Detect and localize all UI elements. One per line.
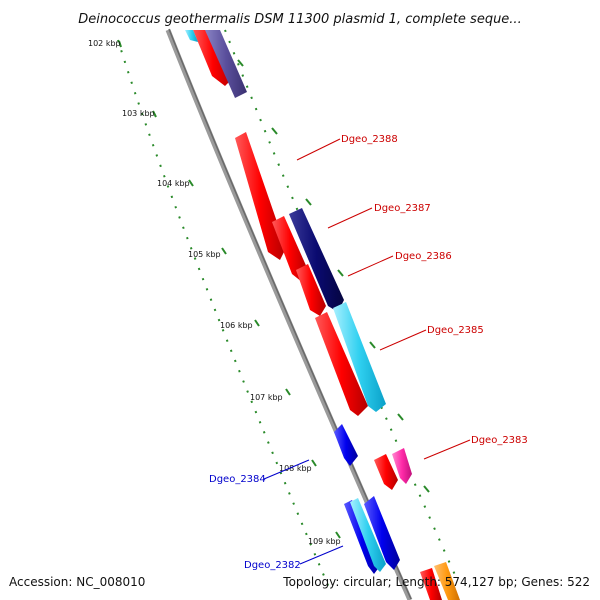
gene-feature [185,30,198,42]
gene-label: Dgeo_2384 [209,474,266,485]
scale-tick-label: 107 kbp [250,393,283,402]
gene-feature [272,216,308,282]
scale-tick-marks [118,40,341,539]
gene-feature [315,312,368,416]
gene-label: Dgeo_2385 [427,325,484,336]
forward-strand-genes [185,30,460,600]
gene-feature [289,208,344,312]
topology-summary: Topology: circular; Length: 574,127 bp; … [282,575,590,589]
gene-label: Dgeo_2386 [395,251,452,262]
gene-feature [296,264,326,316]
scale-tick [188,179,194,187]
map-title: Deinococcus geothermalis DSM 11300 plasm… [78,12,521,27]
scale-tick [254,319,260,327]
gene-feature [333,302,386,412]
scale-tick-label: 106 kbp [220,321,253,330]
gene-feature [235,132,286,260]
scale-tick-label: 109 kbp [308,537,341,546]
gene-feature [193,30,233,86]
scale-tick-label: 105 kbp [188,250,221,259]
gene-labels: Dgeo_2388 Dgeo_2387 Dgeo_2386 Dgeo_2385 … [209,134,528,571]
scale-tick [152,110,157,118]
outer-ring-marks [237,59,430,493]
backbone-arc [165,29,413,600]
leader-line [299,545,344,565]
backbone-edge [168,28,412,600]
gene-feature [374,454,398,490]
scale-tick-labels: 102 kbp 103 kbp 104 kbp 105 kbp 106 kbp … [88,39,341,546]
gene-feature [350,498,386,572]
gene-feature [420,568,442,600]
leader-line [379,329,427,351]
leader-line [296,138,341,161]
gene-feature [364,496,400,570]
gene-feature [205,30,247,98]
gene-feature [434,562,460,600]
scale-tick-label: 103 kbp [122,109,155,118]
gene-label: Dgeo_2383 [471,435,528,446]
gene-label: Dgeo_2382 [244,560,301,571]
gene-feature [334,424,358,466]
gene-label: Dgeo_2388 [341,134,398,145]
scale-tick [221,247,227,255]
scale-tick [311,459,317,467]
scale-tick-label: 104 kbp [157,179,190,188]
gene-feature [392,448,412,484]
scale-tick [118,40,122,48]
scale-tick [285,388,291,396]
reverse-strand-genes [193,30,398,574]
leader-line [423,439,471,460]
gene-label: Dgeo_2387 [374,203,431,214]
leader-line [347,255,394,277]
scale-tick-label: 102 kbp [88,39,121,48]
scale-tick-label: 108 kbp [279,464,312,473]
leader-line [327,207,373,229]
scale-tick [335,531,341,539]
accession-text: Accession: NC_008010 [9,575,145,589]
scale-ring [117,39,331,591]
label-leaders [263,138,471,565]
leader-line [263,459,310,480]
